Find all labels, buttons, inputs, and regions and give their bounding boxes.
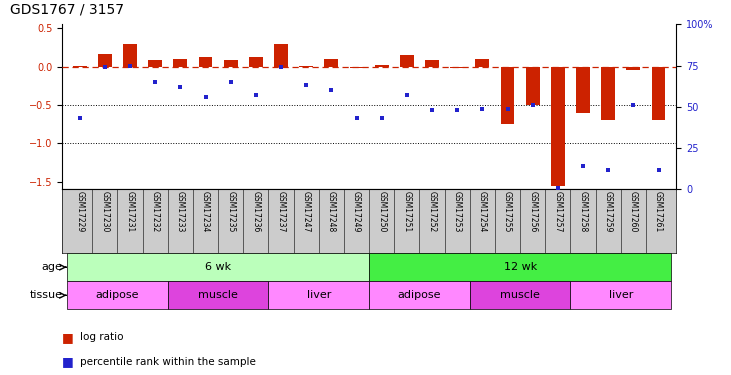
Text: GSM17254: GSM17254	[478, 191, 487, 232]
Text: liver: liver	[306, 290, 331, 300]
Bar	[475, 59, 489, 67]
Text: GSM17259: GSM17259	[604, 191, 613, 232]
Bar	[274, 44, 288, 67]
Bar	[299, 66, 313, 67]
Text: GSM17248: GSM17248	[327, 191, 336, 232]
Text: GSM17251: GSM17251	[402, 191, 412, 232]
Bar	[375, 65, 389, 67]
Text: GSM17230: GSM17230	[100, 191, 110, 232]
Text: adipose: adipose	[96, 290, 139, 300]
Text: GSM17261: GSM17261	[654, 191, 663, 232]
Bar	[325, 59, 338, 67]
Text: GSM17255: GSM17255	[503, 191, 512, 232]
Bar	[67, 281, 168, 309]
Text: GSM17253: GSM17253	[452, 191, 462, 232]
Bar	[369, 253, 671, 281]
Bar	[551, 67, 565, 186]
Bar	[148, 60, 162, 67]
Bar	[602, 67, 616, 120]
Bar	[349, 67, 363, 68]
Bar	[123, 44, 137, 67]
Text: GSM17235: GSM17235	[226, 191, 235, 232]
Text: GSM17249: GSM17249	[352, 191, 361, 232]
Bar	[400, 55, 414, 67]
Text: GSM17256: GSM17256	[529, 191, 537, 232]
Text: GSM17260: GSM17260	[629, 191, 638, 232]
Bar	[249, 57, 263, 67]
Bar	[425, 60, 439, 67]
Bar	[369, 281, 470, 309]
Bar	[501, 67, 515, 124]
Bar	[651, 67, 665, 120]
Text: GSM17232: GSM17232	[151, 191, 160, 232]
Bar	[98, 54, 112, 67]
Text: 12 wk: 12 wk	[504, 262, 537, 272]
Bar	[73, 66, 87, 67]
Bar	[173, 59, 187, 67]
Text: log ratio: log ratio	[80, 333, 124, 342]
Bar	[168, 281, 268, 309]
Bar	[470, 281, 570, 309]
Text: GSM17257: GSM17257	[553, 191, 562, 232]
Bar	[67, 253, 369, 281]
Bar	[224, 60, 238, 67]
Text: GSM17231: GSM17231	[126, 191, 135, 232]
Bar	[450, 67, 464, 68]
Text: adipose: adipose	[398, 290, 442, 300]
Text: GSM17229: GSM17229	[75, 191, 84, 232]
Text: GSM17234: GSM17234	[201, 191, 210, 232]
Text: GSM17258: GSM17258	[578, 191, 588, 232]
Text: ■: ■	[62, 331, 74, 344]
Text: GSM17252: GSM17252	[428, 191, 436, 232]
Text: muscle: muscle	[198, 290, 238, 300]
Text: muscle: muscle	[500, 290, 540, 300]
Text: GSM17250: GSM17250	[377, 191, 386, 232]
Bar	[626, 67, 640, 70]
Text: GSM17237: GSM17237	[276, 191, 286, 232]
Text: GSM17233: GSM17233	[176, 191, 185, 232]
Bar	[199, 57, 213, 67]
Text: 6 wk: 6 wk	[205, 262, 231, 272]
Text: tissue: tissue	[30, 290, 63, 300]
Text: age: age	[42, 262, 63, 272]
Text: GDS1767 / 3157: GDS1767 / 3157	[10, 2, 124, 16]
Bar	[526, 67, 539, 105]
Text: liver: liver	[609, 290, 633, 300]
Bar	[570, 281, 671, 309]
Text: GSM17247: GSM17247	[302, 191, 311, 232]
Text: percentile rank within the sample: percentile rank within the sample	[80, 357, 257, 367]
Bar	[576, 67, 590, 112]
Bar	[268, 281, 369, 309]
Text: ■: ■	[62, 356, 74, 368]
Text: GSM17236: GSM17236	[251, 191, 260, 232]
